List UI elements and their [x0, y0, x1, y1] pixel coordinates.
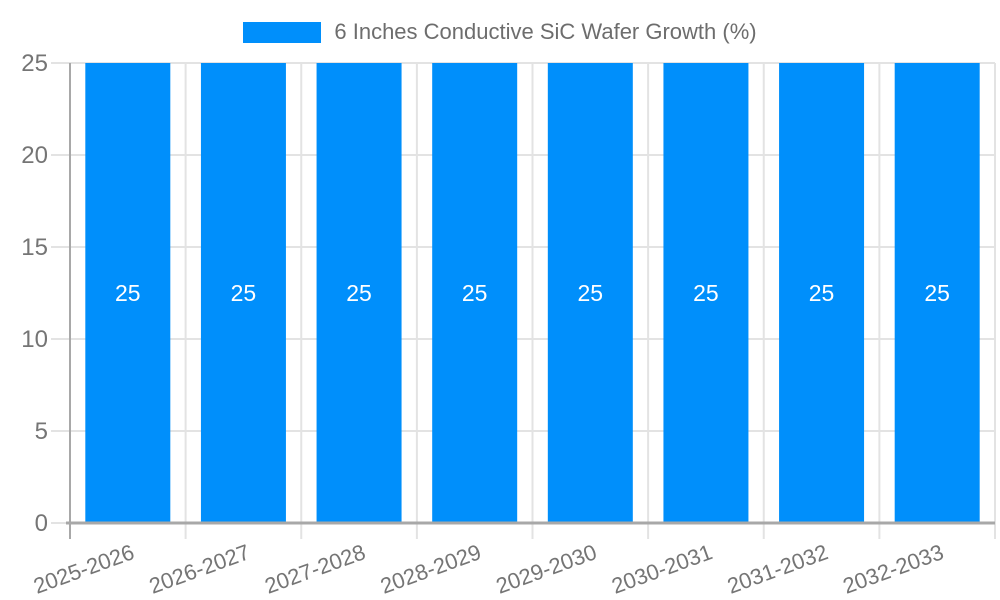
- legend-item[interactable]: 6 Inches Conductive SiC Wafer Growth (%): [0, 20, 1000, 44]
- bar-value-label: 25: [231, 280, 257, 306]
- bar-2029-2030[interactable]: [547, 63, 633, 523]
- bar-value-label: 25: [693, 280, 719, 306]
- y-axis-tick-label: 25: [21, 50, 48, 77]
- x-axis-tick-label: 2028-2029: [377, 539, 484, 598]
- bar-value-label: 25: [462, 280, 488, 306]
- bar-value-label: 25: [115, 280, 141, 306]
- x-axis-tick-label: 2030-2031: [608, 539, 715, 598]
- bar-2027-2028[interactable]: [316, 63, 402, 523]
- y-axis-tick-label: 10: [21, 326, 48, 353]
- bar-2031-2032[interactable]: [779, 63, 865, 523]
- x-axis-tick-label: 2025-2026: [30, 539, 137, 598]
- bar-2032-2033[interactable]: [894, 63, 980, 523]
- bar-2026-2027[interactable]: [200, 63, 286, 523]
- bar-2028-2029[interactable]: [432, 63, 518, 523]
- y-axis-tick-label: 5: [35, 418, 48, 445]
- y-axis-tick-label: 15: [21, 234, 48, 261]
- bar-value-label: 25: [346, 280, 372, 306]
- x-axis-tick-label: 2031-2032: [724, 539, 831, 598]
- bar-2025-2026[interactable]: [85, 63, 171, 523]
- x-axis-tick-label: 2026-2027: [146, 539, 253, 598]
- y-axis-tick-label: 20: [21, 142, 48, 169]
- legend-label: 6 Inches Conductive SiC Wafer Growth (%): [334, 19, 757, 44]
- bar-2030-2031[interactable]: [663, 63, 749, 523]
- bar-value-label: 25: [578, 280, 604, 306]
- bar-value-label: 25: [809, 280, 835, 306]
- x-axis-tick-label: 2029-2030: [493, 539, 600, 598]
- bar-value-label: 25: [924, 280, 950, 306]
- legend-marker-swatch: [243, 21, 322, 43]
- x-axis-tick-label: 2032-2033: [839, 539, 946, 598]
- x-axis-tick-label: 2027-2028: [261, 539, 368, 598]
- y-axis-tick-label: 0: [35, 510, 48, 537]
